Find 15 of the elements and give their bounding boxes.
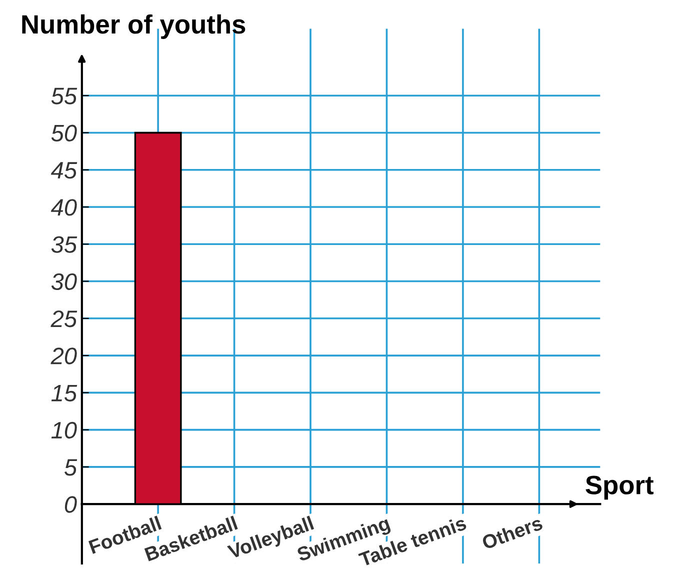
y-tick-label: 25 (50, 310, 78, 328)
y-tick-label: 30 (51, 273, 77, 290)
y-tick-label: 15 (51, 384, 78, 402)
y-tick-label: 35 (51, 236, 78, 253)
x-axis-title: Sport (586, 476, 654, 500)
y-tick-label: 0 (64, 496, 77, 513)
y-tick-label: 20 (50, 348, 77, 364)
y-axis-title: Number of youths (22, 14, 246, 39)
y-tick-label: 5 (64, 459, 78, 476)
y-tick-label: 45 (50, 162, 78, 179)
y-tick-label: 10 (51, 422, 77, 439)
x-tick-label: Others (481, 515, 544, 550)
y-tick-label: 55 (51, 88, 78, 104)
y-tick-label: 40 (50, 199, 77, 216)
y-tick-label: 50 (51, 124, 77, 142)
